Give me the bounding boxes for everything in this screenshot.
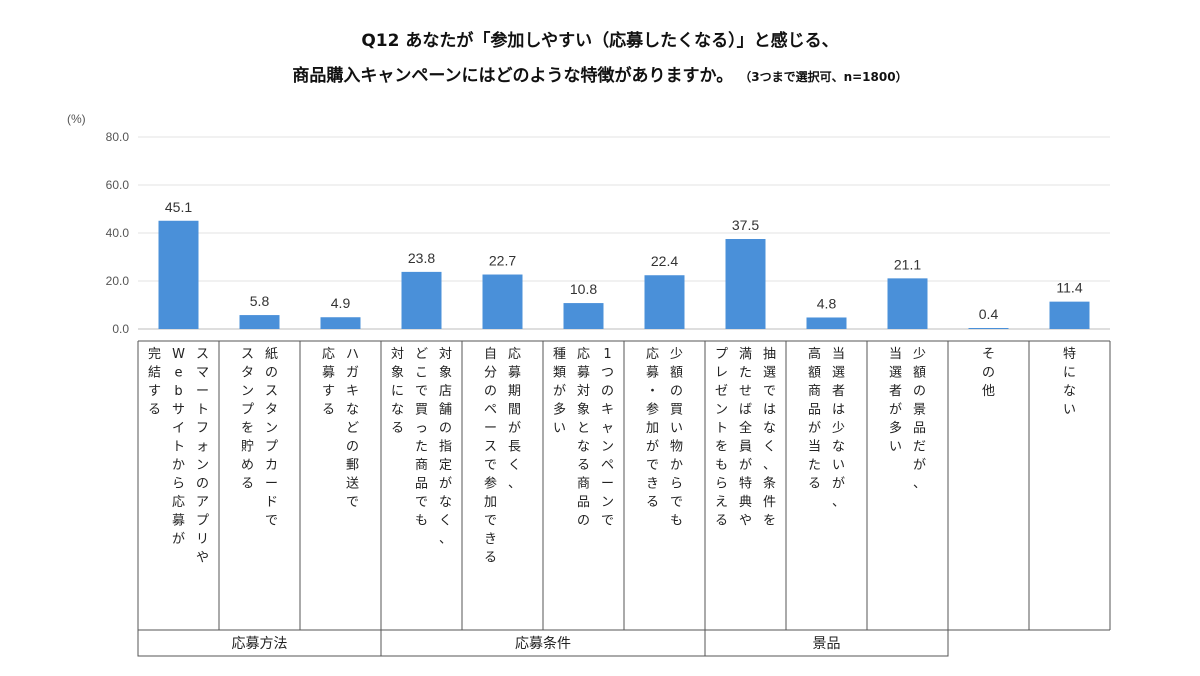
category-label: 満たせば全員が特典や bbox=[739, 347, 752, 529]
group-box bbox=[704, 629, 949, 657]
data-label: 10.8 bbox=[570, 281, 597, 297]
category-label: スマートフォンのアプリや bbox=[196, 347, 209, 566]
bar bbox=[239, 315, 280, 329]
bar bbox=[482, 274, 523, 329]
category-label: 自分のペースで参加できる bbox=[484, 347, 497, 566]
bar bbox=[563, 303, 604, 329]
chart-title-line2: 商品購入キャンペーンにはどのような特徴がありますか。 （3つまで選択可、n=180… bbox=[0, 61, 1200, 86]
data-label: 0.4 bbox=[979, 306, 999, 322]
bar bbox=[401, 271, 442, 329]
bar bbox=[887, 278, 928, 329]
data-label: 45.1 bbox=[165, 199, 192, 215]
category-label: どこで買った商品でも bbox=[415, 347, 428, 529]
data-label: 37.5 bbox=[732, 217, 759, 233]
category-label: 当選者は少ないが、 bbox=[832, 347, 845, 510]
category-label: ハガキなどの郵送で bbox=[346, 347, 359, 510]
category-label: 完結する bbox=[148, 347, 161, 418]
bar bbox=[725, 239, 766, 329]
chart-title-note: （3つまで選択可、n=1800） bbox=[745, 70, 908, 84]
bar bbox=[644, 275, 685, 329]
category-label: 応募期間が長く、 bbox=[508, 347, 521, 492]
group-label: 応募方法 bbox=[232, 636, 288, 652]
data-label: 5.8 bbox=[250, 293, 270, 309]
category-label: 種類が多い bbox=[553, 346, 566, 436]
category-label: 当選者が多い bbox=[889, 347, 902, 455]
y-tick-label: 40.0 bbox=[106, 226, 130, 240]
data-label: 22.7 bbox=[489, 253, 516, 269]
category-label: 対象になる bbox=[391, 347, 404, 436]
bar bbox=[320, 317, 361, 329]
bar bbox=[968, 328, 1009, 329]
group-label: 景品 bbox=[813, 636, 841, 652]
y-tick-label: 20.0 bbox=[106, 274, 130, 288]
y-tick-label: 60.0 bbox=[106, 178, 130, 192]
category-label: 少額の景品だが、 bbox=[913, 347, 926, 492]
y-tick-label: 0.0 bbox=[112, 322, 129, 336]
category-label: 特にない bbox=[1063, 347, 1076, 418]
data-label: 23.8 bbox=[408, 250, 435, 266]
data-label: 4.8 bbox=[817, 295, 837, 311]
category-label: 応募する bbox=[322, 347, 335, 418]
category-label: 抽選ではなく、条件を bbox=[763, 347, 776, 529]
bar bbox=[806, 317, 847, 329]
category-label: 少額の買い物からでも bbox=[670, 347, 683, 529]
y-axis-label: (%) bbox=[67, 112, 86, 126]
category-label: 応募対象となる商品の bbox=[577, 347, 590, 529]
category-label: 紙のスタンプカードで bbox=[265, 347, 278, 529]
bar bbox=[158, 220, 199, 329]
category-label: 高額商品が当たる bbox=[808, 346, 821, 492]
category-label: 1 つのキャンペーンで bbox=[601, 347, 614, 529]
group-label: 応募条件 bbox=[515, 635, 571, 652]
data-label: 11.4 bbox=[1056, 280, 1082, 296]
category-label: スタンプを貯める bbox=[241, 347, 254, 492]
chart-title-line1: Q12 あなたが「参加しやすい（応募したくなる）」と感じる、 bbox=[361, 31, 839, 51]
data-label: 21.1 bbox=[894, 256, 921, 272]
y-tick-label: 80.0 bbox=[106, 130, 130, 144]
category-label: 応募・参加ができる bbox=[646, 347, 659, 510]
chart-title-line2-text: 商品購入キャンペーンにはどのような特徴がありますか。 bbox=[292, 66, 734, 86]
category-label: その他 bbox=[982, 347, 995, 399]
bar bbox=[1049, 301, 1090, 329]
category-label: 対象店舗の指定がなく、 bbox=[439, 347, 452, 547]
category-label: プレゼントをもらえる bbox=[715, 347, 728, 529]
data-label: 4.9 bbox=[331, 295, 351, 311]
data-label: 22.4 bbox=[651, 253, 678, 269]
